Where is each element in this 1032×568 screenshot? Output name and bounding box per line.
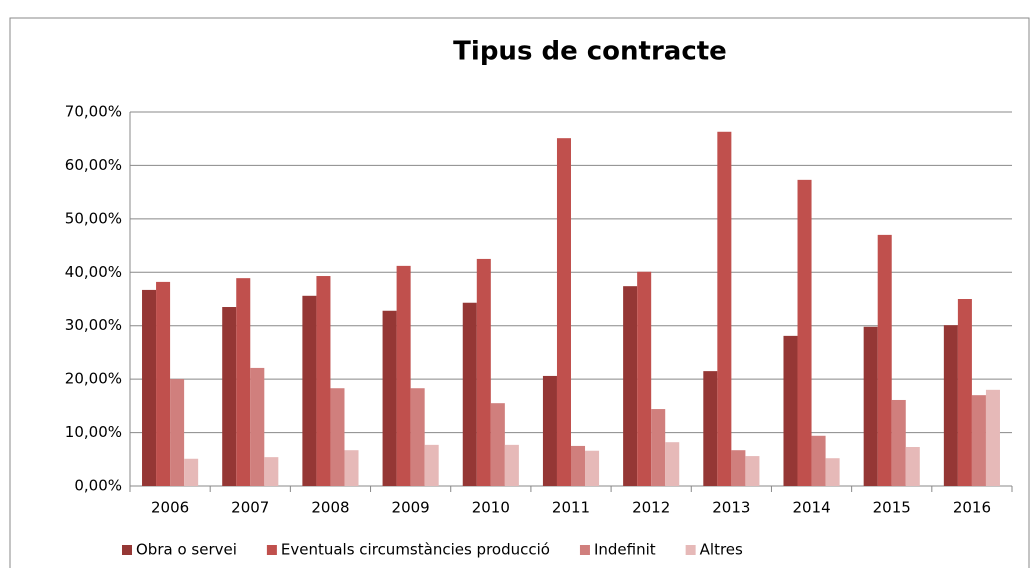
x-tick-label: 2015 <box>873 499 911 517</box>
x-tick-label: 2010 <box>472 499 510 517</box>
x-tick-label: 2008 <box>311 499 349 517</box>
bar <box>585 450 600 486</box>
bar <box>665 442 680 486</box>
legend-swatch <box>266 545 277 555</box>
chart-title: Tipus de contracte <box>453 37 727 67</box>
bar <box>170 379 185 486</box>
x-tick-label: 2009 <box>392 499 430 517</box>
x-tick-label: 2006 <box>151 499 189 517</box>
bar <box>797 179 812 486</box>
bar <box>476 258 491 486</box>
bar <box>504 444 519 486</box>
bar <box>637 271 652 486</box>
x-tick-label: 2012 <box>632 499 670 517</box>
bar <box>184 458 199 486</box>
legend-swatch <box>122 545 132 555</box>
bar <box>556 138 571 486</box>
bar <box>330 388 345 486</box>
legend-label: Obra o servei <box>136 541 237 559</box>
x-tick-label: 2011 <box>552 499 590 517</box>
bar <box>236 278 251 486</box>
bar <box>490 403 505 486</box>
y-tick-label: 60,00% <box>65 156 122 174</box>
y-tick-label: 10,00% <box>65 423 122 441</box>
bar <box>891 399 906 486</box>
bar <box>957 299 972 486</box>
bar <box>264 457 279 486</box>
bar <box>745 456 760 486</box>
bar <box>943 325 958 486</box>
y-tick-label: 70,00% <box>65 103 122 121</box>
legend-label: Altres <box>700 541 743 559</box>
bar <box>396 265 411 486</box>
bar <box>410 388 425 486</box>
bar <box>302 295 317 486</box>
bar <box>316 276 331 486</box>
bar <box>250 367 265 486</box>
x-tick-label: 2007 <box>231 499 269 517</box>
bar <box>731 450 746 486</box>
bar <box>623 286 638 486</box>
bar <box>142 289 157 486</box>
bar <box>863 326 878 486</box>
x-tick-label: 2013 <box>712 499 750 517</box>
bar <box>382 310 397 486</box>
bar <box>905 446 920 486</box>
legend-label: Indefinit <box>594 541 656 559</box>
bar <box>985 389 1000 486</box>
bar <box>825 458 840 486</box>
x-tick-label: 2016 <box>953 499 991 517</box>
legend-swatch <box>579 545 590 555</box>
bar <box>462 302 477 486</box>
bar <box>571 445 586 486</box>
bar <box>651 409 666 486</box>
y-tick-label: 20,00% <box>65 370 122 388</box>
bar <box>811 435 826 486</box>
bar <box>971 395 986 486</box>
y-tick-label: 40,00% <box>65 263 122 281</box>
bar <box>344 450 359 486</box>
bar <box>156 281 171 486</box>
bar <box>717 131 732 487</box>
y-tick-label: 30,00% <box>65 316 122 334</box>
bar <box>783 335 798 486</box>
y-tick-label: 50,00% <box>65 209 122 227</box>
x-tick-label: 2014 <box>792 499 830 517</box>
bar <box>877 234 892 486</box>
legend-label: Eventuals circumstàncies producció <box>281 541 550 559</box>
bar <box>424 444 439 486</box>
bar <box>542 375 557 486</box>
legend-swatch <box>685 545 696 555</box>
y-tick-label: 0,00% <box>74 477 122 495</box>
bar <box>703 371 718 486</box>
bar <box>222 307 237 486</box>
